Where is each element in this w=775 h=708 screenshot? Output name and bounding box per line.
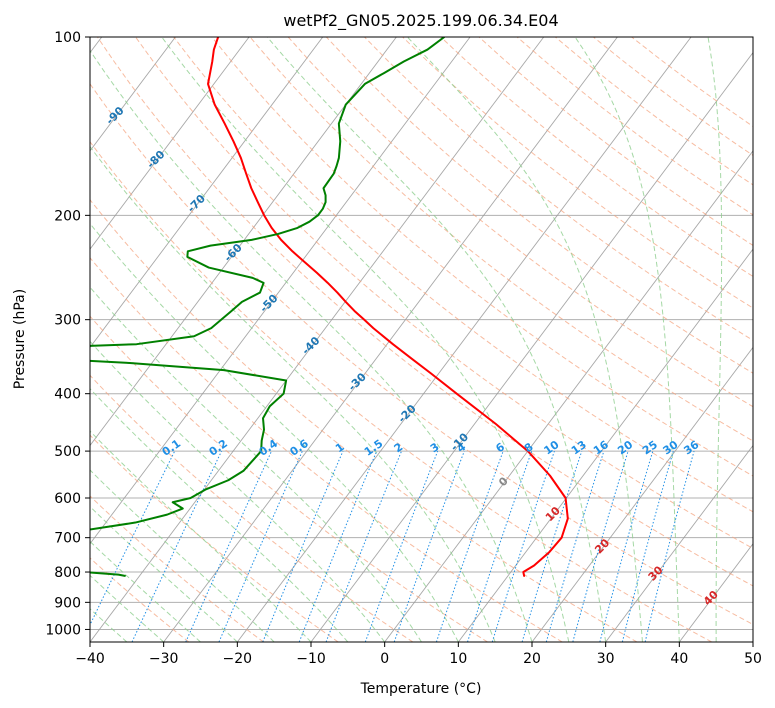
dry-adiabat-line (173, 37, 753, 513)
y-tick-label: 900 (54, 595, 81, 611)
isotherm-line (384, 150, 753, 642)
mixing-ratio-lines (90, 450, 695, 642)
y-tick-label: 500 (54, 444, 81, 460)
y-tick-label: 100 (54, 30, 81, 46)
dry-adiabat-line (90, 257, 563, 642)
moist-adiabat-line (161, 37, 570, 642)
x-tick-label: 0 (380, 651, 389, 667)
moist-adiabat-line (407, 37, 643, 642)
mixing-ratio-line (521, 450, 583, 642)
x-tick-label: −30 (149, 651, 179, 667)
mixing-ratio-line (325, 450, 402, 642)
dry-adiabat-line (90, 374, 414, 642)
moist-adiabats (90, 37, 723, 642)
x-axis-label: Temperature (°C) (360, 681, 482, 697)
moist-adiabat-line (90, 505, 238, 642)
moist-adiabat-line (574, 37, 680, 642)
mixing-ratio-line (435, 450, 504, 642)
moist-adiabat-line (90, 469, 275, 642)
dry-adiabat-line (211, 37, 753, 477)
y-axis-label: Pressure (hPa) (12, 289, 28, 389)
mixing-ratio-line (262, 450, 344, 642)
x-axis-ticks: −40 −30 −20 −10 0 10 20 30 40 50 (75, 642, 762, 667)
mixing-ratio-line (572, 450, 629, 642)
y-axis-ticks: 100 200 300 400 500 600 700 800 900 1000 (45, 30, 90, 638)
moist-adiabat-line (90, 340, 386, 642)
dry-adiabat-line (90, 315, 488, 642)
dry-adiabat-line (364, 37, 753, 341)
plot-area: 0.10.20.40.611.52346810131620253036-100-… (90, 37, 753, 642)
x-tick-label: 30 (597, 651, 615, 667)
isotherm-line (236, 37, 692, 642)
moist-adiabat-line (707, 37, 723, 642)
y-tick-label: 800 (54, 565, 81, 581)
y-tick-label: 1000 (45, 622, 81, 638)
mixing-ratio-line (364, 450, 439, 642)
dry-adiabat-line (90, 198, 638, 642)
sounding-series (90, 37, 569, 577)
mixing-ratio-line (599, 450, 654, 642)
dry-adiabat-line (90, 141, 712, 642)
mixing-ratio-line (131, 450, 223, 642)
moist-adiabat-line (90, 286, 422, 642)
isotherm-line (90, 37, 176, 152)
isotherm-line (457, 248, 753, 642)
y-tick-label: 200 (54, 208, 81, 224)
y-tick-label: 700 (54, 531, 81, 547)
mixing-ratio-line (545, 450, 605, 642)
dry-adiabats (90, 37, 753, 642)
moist-adiabat-line (90, 222, 459, 642)
x-tick-label: −10 (296, 651, 326, 667)
isotherm-line (531, 346, 753, 642)
temperature-line (207, 37, 569, 577)
dry-adiabat-line (325, 37, 753, 374)
dry-adiabat-line (96, 37, 753, 587)
mixing-ratio-line (491, 450, 555, 642)
isotherm-line (90, 37, 471, 545)
mixing-ratio-line (218, 450, 303, 642)
moist-adiabat-line (266, 37, 607, 642)
dewpoint-line (90, 37, 446, 577)
moist-adiabat-line (90, 430, 312, 642)
mixing-ratio-line (393, 450, 465, 642)
isotherm-line (90, 37, 545, 642)
isobar-gridlines (90, 37, 753, 630)
chart-title: wetPf2_GN05.2025.199.06.34.E04 (283, 11, 558, 31)
x-tick-label: 40 (670, 651, 688, 667)
dry-adiabat-line (90, 557, 190, 642)
moist-adiabat-line (90, 145, 496, 642)
x-tick-label: 10 (449, 651, 467, 667)
y-tick-label: 300 (54, 313, 81, 329)
x-tick-label: 50 (744, 651, 762, 667)
isotherm-line (90, 37, 324, 349)
dry-adiabat-line (135, 37, 753, 549)
mixing-ratio-line (621, 450, 674, 642)
plot-frame (89, 36, 754, 643)
x-tick-label: −20 (223, 651, 253, 667)
mixing-ratio-line (185, 450, 273, 642)
mixing-ratio-line (467, 450, 533, 642)
y-tick-label: 400 (54, 387, 81, 403)
y-tick-label: 600 (54, 491, 81, 507)
moist-adiabat-line (90, 540, 201, 642)
dry-adiabat-line (402, 37, 753, 309)
isotherm-line (605, 444, 753, 642)
x-tick-label: 20 (523, 651, 541, 667)
moist-adiabat-line (90, 49, 533, 642)
isotherm-line (163, 37, 618, 642)
moist-adiabat-line (90, 387, 349, 642)
dry-adiabat-line (249, 37, 753, 442)
mixing-ratio-line (298, 450, 378, 642)
dry-adiabat-line (90, 434, 339, 642)
x-tick-label: −40 (75, 651, 105, 667)
isotherm-line (90, 37, 250, 250)
